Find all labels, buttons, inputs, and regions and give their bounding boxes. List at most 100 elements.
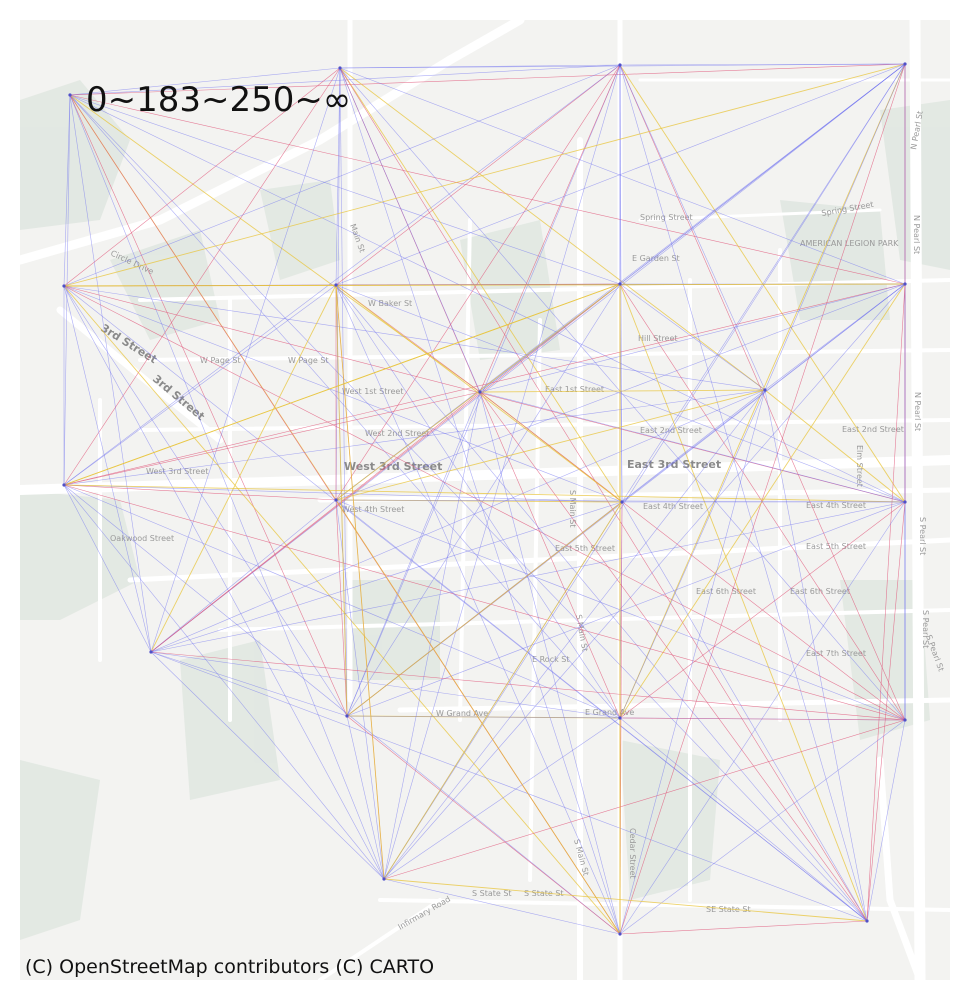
node-c2[interactable] — [618, 282, 622, 286]
network-edge — [619, 920, 868, 935]
network-edge — [63, 283, 906, 486]
network-edge — [383, 283, 906, 880]
node-n2[interactable] — [618, 63, 622, 67]
network-edge — [63, 484, 621, 935]
node-c1[interactable] — [334, 283, 338, 287]
network-edge — [150, 651, 906, 721]
network-edge — [383, 63, 906, 880]
network-edge — [335, 64, 621, 286]
network-edge — [63, 64, 621, 287]
network-edge — [335, 67, 341, 286]
node-mid[interactable] — [478, 390, 482, 394]
network-edge — [339, 63, 906, 69]
network-edge — [150, 651, 348, 717]
network-edge — [383, 717, 621, 880]
street-label: East 2nd Street — [842, 425, 904, 434]
network-edge — [764, 283, 906, 391]
street-label: East 3rd Street — [627, 458, 721, 471]
network-edge — [63, 285, 348, 717]
network-edge — [63, 64, 621, 486]
network-edge — [63, 484, 337, 501]
network-edge — [479, 283, 906, 393]
network-edge — [619, 64, 906, 503]
street-label: E Grand Ave — [585, 708, 634, 717]
network-edge — [866, 501, 906, 922]
street-label: West 4th Street — [342, 505, 404, 514]
street-label: S State St — [524, 889, 564, 898]
network-edge — [63, 484, 623, 503]
node-c6[interactable] — [618, 716, 622, 720]
network-edge — [63, 484, 385, 880]
node-e2[interactable] — [903, 500, 907, 504]
node-nw[interactable] — [68, 93, 72, 97]
network-edge — [764, 389, 868, 922]
street-label: S Pearl St — [921, 610, 930, 648]
network-edge — [335, 284, 621, 935]
network-edge — [150, 283, 621, 653]
network-edge — [335, 499, 348, 717]
node-e3[interactable] — [903, 718, 907, 722]
network-edge — [63, 285, 385, 880]
node-e1[interactable] — [903, 282, 907, 286]
street-label: West 1st Street — [342, 387, 403, 396]
network-edge — [150, 651, 621, 719]
network-edge — [150, 651, 385, 880]
network-edge — [335, 283, 621, 501]
node-n1[interactable] — [338, 66, 342, 70]
network-edge — [69, 94, 152, 653]
node-c3[interactable] — [334, 498, 338, 502]
network-edge — [346, 391, 481, 717]
street-label: Oakwood Street — [110, 534, 174, 543]
street-label: S State St — [472, 889, 512, 898]
node-c4[interactable] — [620, 500, 624, 504]
network-edge — [383, 391, 481, 880]
network-edge — [619, 719, 906, 935]
network-edge — [383, 878, 868, 922]
network-edge — [383, 878, 621, 935]
network-edge — [63, 285, 906, 721]
street-label: East 4th Street — [643, 502, 703, 511]
street-label: N Pearl St — [912, 215, 921, 254]
street-label: SE State St — [706, 905, 751, 914]
node-se[interactable] — [865, 919, 869, 923]
network-edge — [335, 389, 766, 501]
street-label: AMERICAN LEGION PARK — [800, 239, 899, 248]
node-s1[interactable] — [382, 877, 386, 881]
node-s2[interactable] — [618, 932, 622, 936]
network-edge — [63, 283, 621, 486]
network-edge — [764, 63, 906, 391]
node-w2[interactable] — [62, 483, 66, 487]
park-areas — [20, 80, 950, 940]
street-label: S Pearl St — [918, 517, 927, 555]
network-edge — [619, 63, 906, 66]
street-label: East 4th Street — [806, 501, 866, 510]
network-edge — [63, 484, 621, 719]
network-edge — [335, 64, 621, 501]
street-label: E Rock St — [532, 655, 569, 664]
network-edge — [619, 717, 906, 721]
street-label: W Page St — [288, 356, 329, 365]
node-w1[interactable] — [62, 284, 66, 288]
node-c5[interactable] — [345, 714, 349, 718]
network-edge — [63, 94, 71, 287]
network-edge — [866, 719, 906, 922]
network-edge — [346, 715, 385, 880]
network-edge — [69, 94, 621, 719]
network-edge — [619, 389, 766, 719]
network-edge — [63, 484, 906, 721]
network-edge — [339, 67, 906, 285]
street-label: West 3rd Street — [146, 467, 208, 476]
network-edge — [383, 64, 621, 880]
node-mid2[interactable] — [763, 388, 767, 392]
street-label: W Grand Ave — [436, 709, 488, 718]
network-edge — [63, 484, 906, 503]
node-ne[interactable] — [903, 62, 907, 66]
network-edge — [69, 94, 906, 503]
node-sw1[interactable] — [149, 650, 153, 654]
network-edge — [339, 67, 481, 393]
network-edge — [63, 484, 152, 653]
network-edge — [63, 67, 341, 486]
network-nodes — [62, 62, 907, 936]
